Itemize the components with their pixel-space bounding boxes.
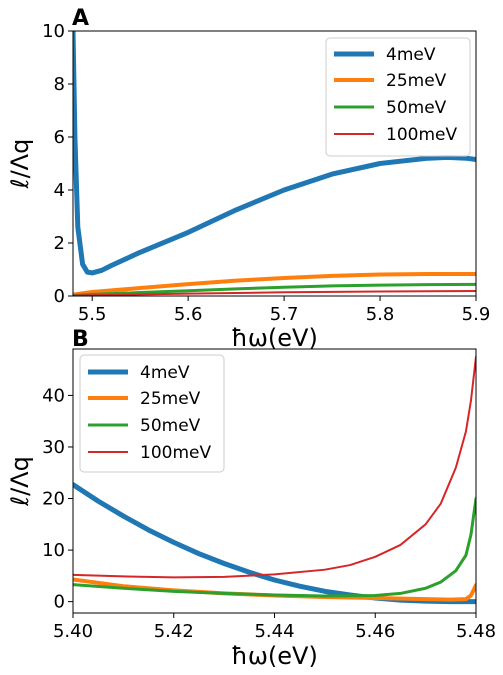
panel-b-legend-box (79, 354, 225, 473)
panel-a-y-tick-label: 0 (54, 286, 65, 307)
panel-a-y-tick-label: 2 (54, 233, 65, 254)
panel-b-y-axis-label: ℓ/Λq (6, 456, 34, 507)
panel-b-series-50mev (73, 497, 476, 598)
panel-b-legend-label-4mev: 4meV (140, 363, 190, 383)
panel-b-ticks: 5.40 5.42 5.44 5.46 5.48 0 10 20 30 40 (42, 385, 496, 642)
panel-a-x-tick-label: 5.6 (174, 304, 203, 325)
panel-a-legend-label-4mev: 4meV (386, 45, 436, 65)
panel-a-frame (72, 30, 477, 297)
panel-b-y-tick-label: 20 (42, 489, 65, 510)
panel-b: B 5.40 5.42 5.44 5.46 5.48 0 10 20 30 40 ħω(eV) ℓ… (6, 327, 496, 670)
panel-b-x-tick-label: 5.46 (355, 621, 395, 642)
panel-b-legend-label-100mev: 100meV (140, 443, 211, 463)
panel-a-y-tick-label: 6 (54, 127, 65, 148)
panel-b-x-tick-label: 5.40 (53, 621, 93, 642)
panel-a-x-tick-label: 5.9 (462, 304, 491, 325)
panel-b-y-tick-label: 10 (42, 540, 65, 561)
panel-b-x-tick-label: 5.42 (154, 621, 194, 642)
panel-b-x-tick-label: 5.48 (456, 621, 496, 642)
panel-a-x-tick-label: 5.5 (78, 304, 107, 325)
panel-a-series-4mev (73, 31, 476, 276)
panel-b-letter: B (72, 327, 89, 352)
panel-a-legend: 4meV 25meV 50meV 100meV (325, 37, 471, 157)
panel-b-series-100mev (73, 355, 476, 579)
panel-a-series-100mev (73, 289, 476, 296)
panel-a-y-tick-label: 10 (42, 21, 65, 42)
panel-a-y-tick-label: 8 (54, 74, 65, 95)
panel-a-series-50mev (73, 282, 476, 296)
panel-b-series-4mev (73, 482, 476, 605)
panel-a-legend-box (325, 37, 471, 157)
panel-b-legend-label-25mev: 25meV (140, 389, 201, 409)
panel-a-plot-area (73, 31, 476, 296)
panel-b-y-tick-label: 0 (54, 592, 65, 613)
panel-a-y-axis-label: ℓ/Λq (6, 139, 34, 190)
panel-b-y-tick-label: 30 (42, 437, 65, 458)
panel-b-legend: 4meV 25meV 50meV 100meV (79, 354, 225, 473)
panel-a-x-tick-label: 5.7 (270, 304, 299, 325)
panel-b-legend-label-50mev: 50meV (140, 416, 201, 436)
panel-a-legend-label-25mev: 25meV (386, 71, 447, 91)
panel-b-x-axis-label: ħω(eV) (231, 642, 318, 670)
panel-a-legend-label-100mev: 100meV (386, 125, 457, 145)
panel-a-x-axis-label: ħω(eV) (231, 324, 318, 352)
panel-a-series-25mev (73, 272, 476, 296)
panel-b-plot-area (73, 355, 476, 605)
panel-b-y-tick-label: 40 (42, 385, 65, 406)
panel-a-ticks: 5.5 5.6 5.7 5.8 5.9 0 2 4 6 8 10 (42, 21, 490, 325)
panel-b-x-tick-label: 5.44 (254, 621, 294, 642)
panel-a: A 5.5 5.6 5.7 5.8 5.9 0 2 4 6 8 10 ħω(eV) ℓ/Λq 4me… (6, 6, 490, 352)
panel-a-x-tick-label: 5.8 (366, 304, 395, 325)
panel-a-y-tick-label: 4 (54, 180, 65, 201)
panel-a-letter: A (72, 6, 89, 31)
panel-a-legend-label-50mev: 50meV (386, 98, 447, 118)
